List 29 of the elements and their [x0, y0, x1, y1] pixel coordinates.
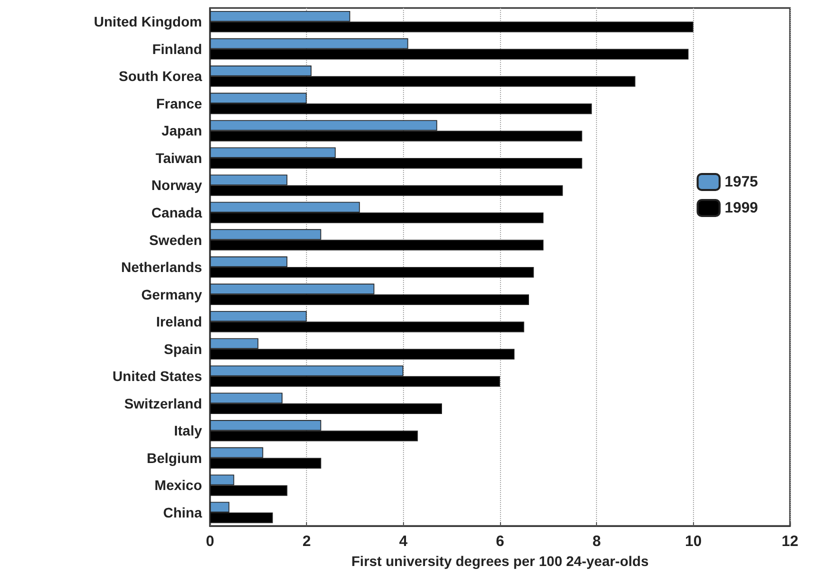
x-tick-label: 2 [302, 533, 311, 550]
x-tick-label: 4 [399, 533, 408, 550]
x-tick-label: 8 [592, 533, 601, 550]
y-tick-label: United Kingdom [94, 14, 202, 30]
y-tick-label: Netherlands [121, 259, 202, 276]
y-tick-label: South Korea [118, 68, 202, 84]
y-tick-label: France [156, 95, 202, 112]
legend-label: 1975 [724, 174, 758, 190]
y-tick-label: Switzerland [124, 395, 202, 412]
y-tick-label: Belgium [146, 450, 202, 466]
y-tick-label: Ireland [156, 314, 202, 330]
x-tick-label: 0 [206, 533, 214, 550]
x-axis-title: First university degrees per 100 24-year-olds [351, 553, 649, 569]
legend-label: 1999 [724, 200, 758, 216]
y-tick-label: China [163, 504, 202, 520]
y-tick-label: Spain [164, 340, 202, 357]
y-tick-label: Sweden [149, 232, 202, 248]
y-tick-label: Germany [141, 286, 202, 302]
y-tick-label: Taiwan [156, 150, 202, 166]
y-tick-label: Japan [162, 122, 202, 139]
y-tick-label: Norway [151, 177, 202, 194]
y-tick-label: Finland [152, 40, 202, 57]
y-tick-label: Mexico [154, 477, 202, 494]
x-tick-label: 12 [782, 533, 798, 550]
y-tick-label: Canada [151, 204, 202, 221]
x-tick-label: 6 [496, 533, 504, 550]
x-tick-label: 10 [684, 533, 702, 550]
y-tick-label: United States [112, 368, 202, 384]
y-tick-label: Italy [174, 422, 202, 439]
